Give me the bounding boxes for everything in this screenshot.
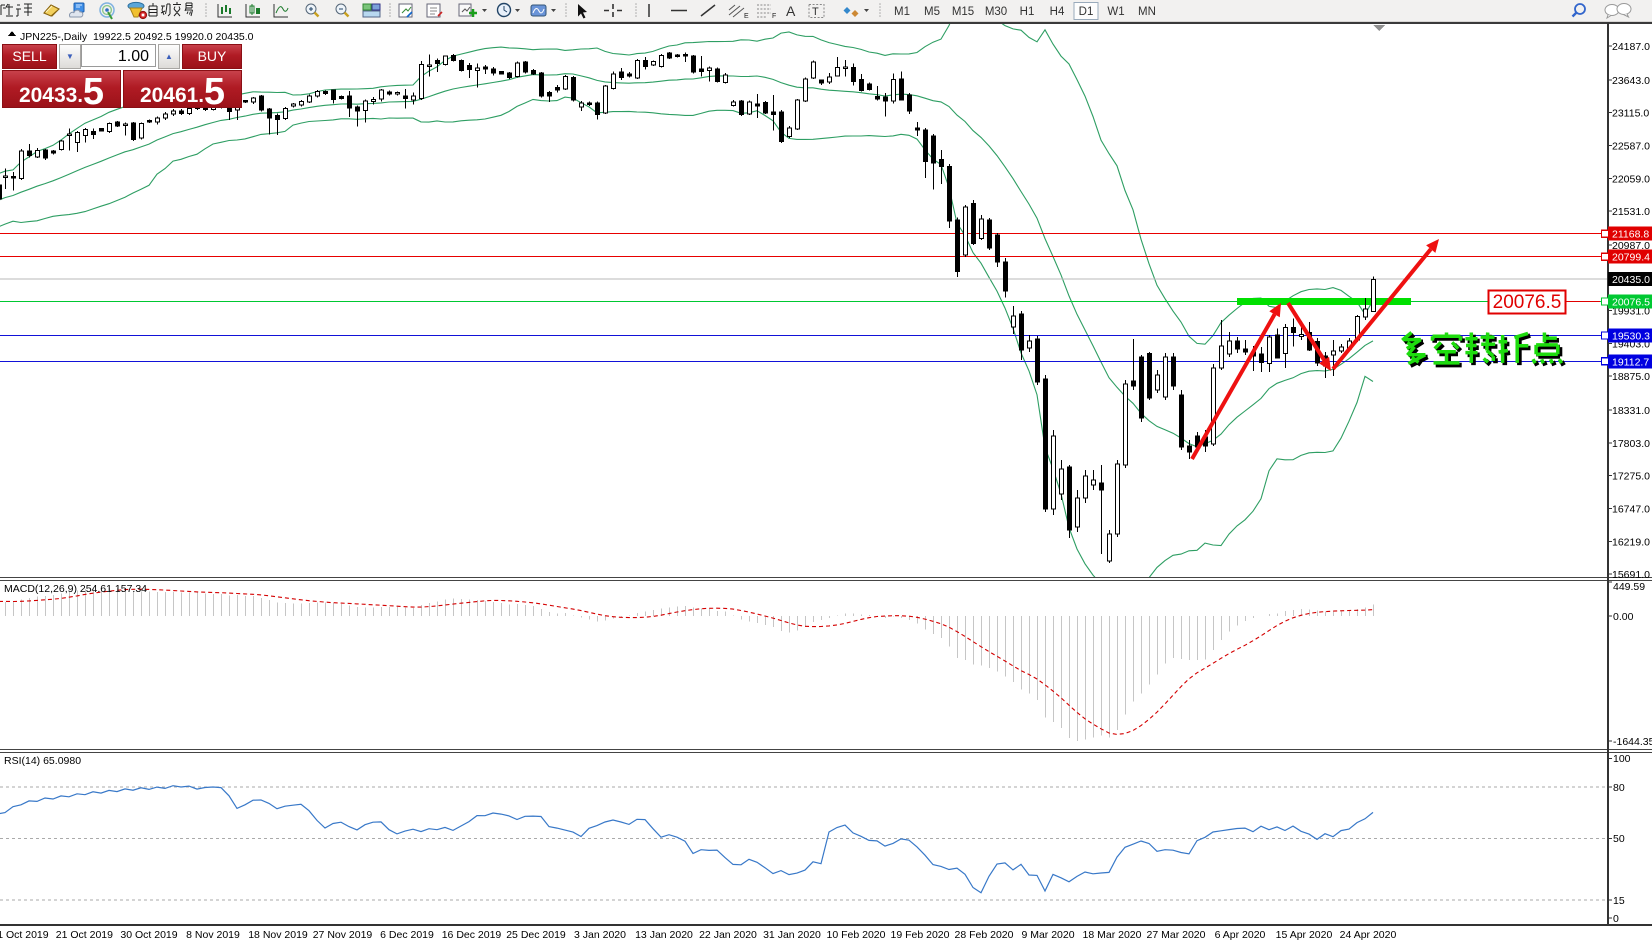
svg-text:M30: M30 <box>985 6 1007 18</box>
svg-text:25 Dec 2019: 25 Dec 2019 <box>506 929 566 941</box>
svg-text:JPN225-,Daily 19922.5 20492.5: JPN225-,Daily 19922.5 20492.5 19920.0 20… <box>20 31 254 43</box>
svg-text:20076.5: 20076.5 <box>1493 292 1562 313</box>
svg-text:E: E <box>744 13 749 20</box>
svg-text:20799.4: 20799.4 <box>1612 252 1650 264</box>
svg-text:19931.0: 19931.0 <box>1612 306 1650 318</box>
svg-text:T: T <box>812 6 819 18</box>
svg-text:6 Dec 2019: 6 Dec 2019 <box>380 929 434 941</box>
svg-text:449.59: 449.59 <box>1613 581 1645 593</box>
svg-text:100: 100 <box>1613 753 1631 765</box>
svg-text:20987.0: 20987.0 <box>1612 240 1650 252</box>
svg-text:RSI(14) 65.0980: RSI(14) 65.0980 <box>4 755 81 767</box>
svg-text:MN: MN <box>1138 6 1156 18</box>
svg-text:22 Jan 2020: 22 Jan 2020 <box>699 929 757 941</box>
svg-text:H1: H1 <box>1020 6 1035 18</box>
svg-text:18331.0: 18331.0 <box>1612 405 1650 417</box>
svg-text:9 Mar 2020: 9 Mar 2020 <box>1021 929 1074 941</box>
svg-text:D1: D1 <box>1079 6 1094 18</box>
svg-text:3 Jan 2020: 3 Jan 2020 <box>574 929 626 941</box>
svg-text:21168.8: 21168.8 <box>1612 229 1649 241</box>
svg-text:22587.0: 22587.0 <box>1612 141 1650 153</box>
svg-text:11 Oct 2019: 11 Oct 2019 <box>0 929 49 941</box>
svg-text:27 Mar 2020: 27 Mar 2020 <box>1147 929 1206 941</box>
svg-text:16747.0: 16747.0 <box>1612 504 1650 516</box>
svg-text:22059.0: 22059.0 <box>1612 173 1650 185</box>
svg-text:23115.0: 23115.0 <box>1612 108 1649 120</box>
svg-text:23643.0: 23643.0 <box>1612 75 1650 87</box>
svg-text:F: F <box>772 13 776 20</box>
svg-text:19530.3: 19530.3 <box>1612 331 1650 343</box>
svg-text:24187.0: 24187.0 <box>1612 41 1650 53</box>
svg-text:M15: M15 <box>952 6 974 18</box>
svg-text:M5: M5 <box>924 6 940 18</box>
svg-text:6 Apr 2020: 6 Apr 2020 <box>1215 929 1266 941</box>
svg-text:0.00: 0.00 <box>1613 611 1634 623</box>
svg-text:20076.5: 20076.5 <box>1612 297 1650 309</box>
svg-text:31 Jan 2020: 31 Jan 2020 <box>763 929 821 941</box>
svg-text:30 Oct 2019: 30 Oct 2019 <box>120 929 177 941</box>
svg-text:17275.0: 17275.0 <box>1612 471 1650 483</box>
svg-text:16219.0: 16219.0 <box>1612 536 1650 548</box>
svg-text:80: 80 <box>1613 782 1625 794</box>
svg-text:A: A <box>786 3 796 19</box>
svg-text:21 Oct 2019: 21 Oct 2019 <box>56 929 113 941</box>
svg-text:M1: M1 <box>894 6 910 18</box>
svg-text:28 Feb 2020: 28 Feb 2020 <box>955 929 1014 941</box>
svg-text:10 Feb 2020: 10 Feb 2020 <box>827 929 886 941</box>
svg-text:18 Mar 2020: 18 Mar 2020 <box>1083 929 1142 941</box>
svg-text:MACD(12,26,9) 254.61 157.34: MACD(12,26,9) 254.61 157.34 <box>4 583 147 595</box>
svg-text:19 Feb 2020: 19 Feb 2020 <box>891 929 950 941</box>
svg-text:15 Apr 2020: 15 Apr 2020 <box>1276 929 1333 941</box>
svg-text:19112.7: 19112.7 <box>1612 356 1649 368</box>
svg-text:18 Nov 2019: 18 Nov 2019 <box>248 929 308 941</box>
svg-text:21531.0: 21531.0 <box>1612 206 1650 218</box>
svg-text:50: 50 <box>1613 833 1625 845</box>
svg-text:27 Nov 2019: 27 Nov 2019 <box>313 929 373 941</box>
svg-text:24 Apr 2020: 24 Apr 2020 <box>1340 929 1397 941</box>
svg-text:-1644.35: -1644.35 <box>1613 736 1652 748</box>
svg-text:16 Dec 2019: 16 Dec 2019 <box>442 929 502 941</box>
svg-text:20435.0: 20435.0 <box>1612 274 1650 286</box>
svg-text:18875.0: 18875.0 <box>1612 371 1650 383</box>
svg-text:W1: W1 <box>1107 6 1124 18</box>
svg-text:H4: H4 <box>1050 6 1065 18</box>
svg-text:0: 0 <box>1613 913 1619 925</box>
svg-text:13 Jan 2020: 13 Jan 2020 <box>635 929 693 941</box>
svg-text:8 Nov 2019: 8 Nov 2019 <box>186 929 240 941</box>
svg-text:15: 15 <box>1613 895 1625 907</box>
svg-text:17803.0: 17803.0 <box>1612 438 1650 450</box>
svg-text:15691.0: 15691.0 <box>1612 569 1650 581</box>
